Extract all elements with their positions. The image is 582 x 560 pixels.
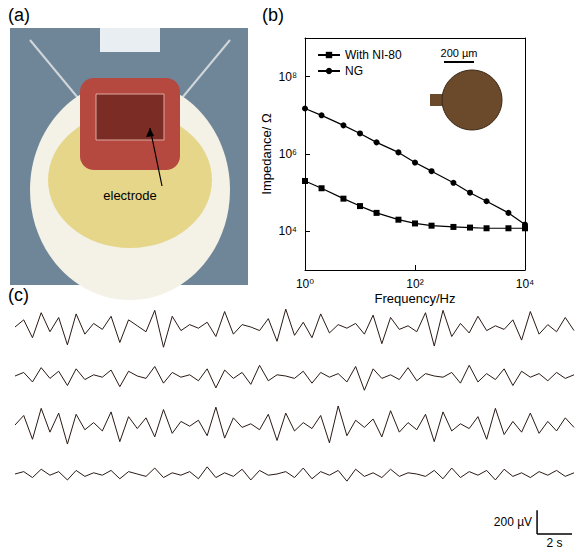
- svg-text:Frequency/Hz: Frequency/Hz: [375, 291, 456, 306]
- svg-text:(b): (b): [262, 5, 284, 25]
- svg-text:10⁴: 10⁴: [278, 224, 297, 238]
- svg-text:(a): (a): [8, 5, 30, 25]
- svg-text:(c): (c): [8, 285, 29, 305]
- svg-text:NG: NG: [345, 64, 363, 78]
- svg-text:200 µm: 200 µm: [441, 47, 478, 59]
- svg-text:With NI-80: With NI-80: [345, 48, 402, 62]
- svg-text:2 s: 2 s: [547, 536, 563, 550]
- svg-text:200 µV: 200 µV: [494, 515, 532, 529]
- svg-text:10⁶: 10⁶: [279, 147, 297, 161]
- svg-text:10⁴: 10⁴: [516, 277, 535, 291]
- svg-text:Impedance/ Ω: Impedance/ Ω: [259, 113, 274, 195]
- svg-text:10⁸: 10⁸: [279, 70, 297, 84]
- svg-text:10²: 10²: [406, 277, 423, 291]
- svg-text:10⁰: 10⁰: [296, 277, 314, 291]
- svg-text:electrode: electrode: [103, 188, 156, 203]
